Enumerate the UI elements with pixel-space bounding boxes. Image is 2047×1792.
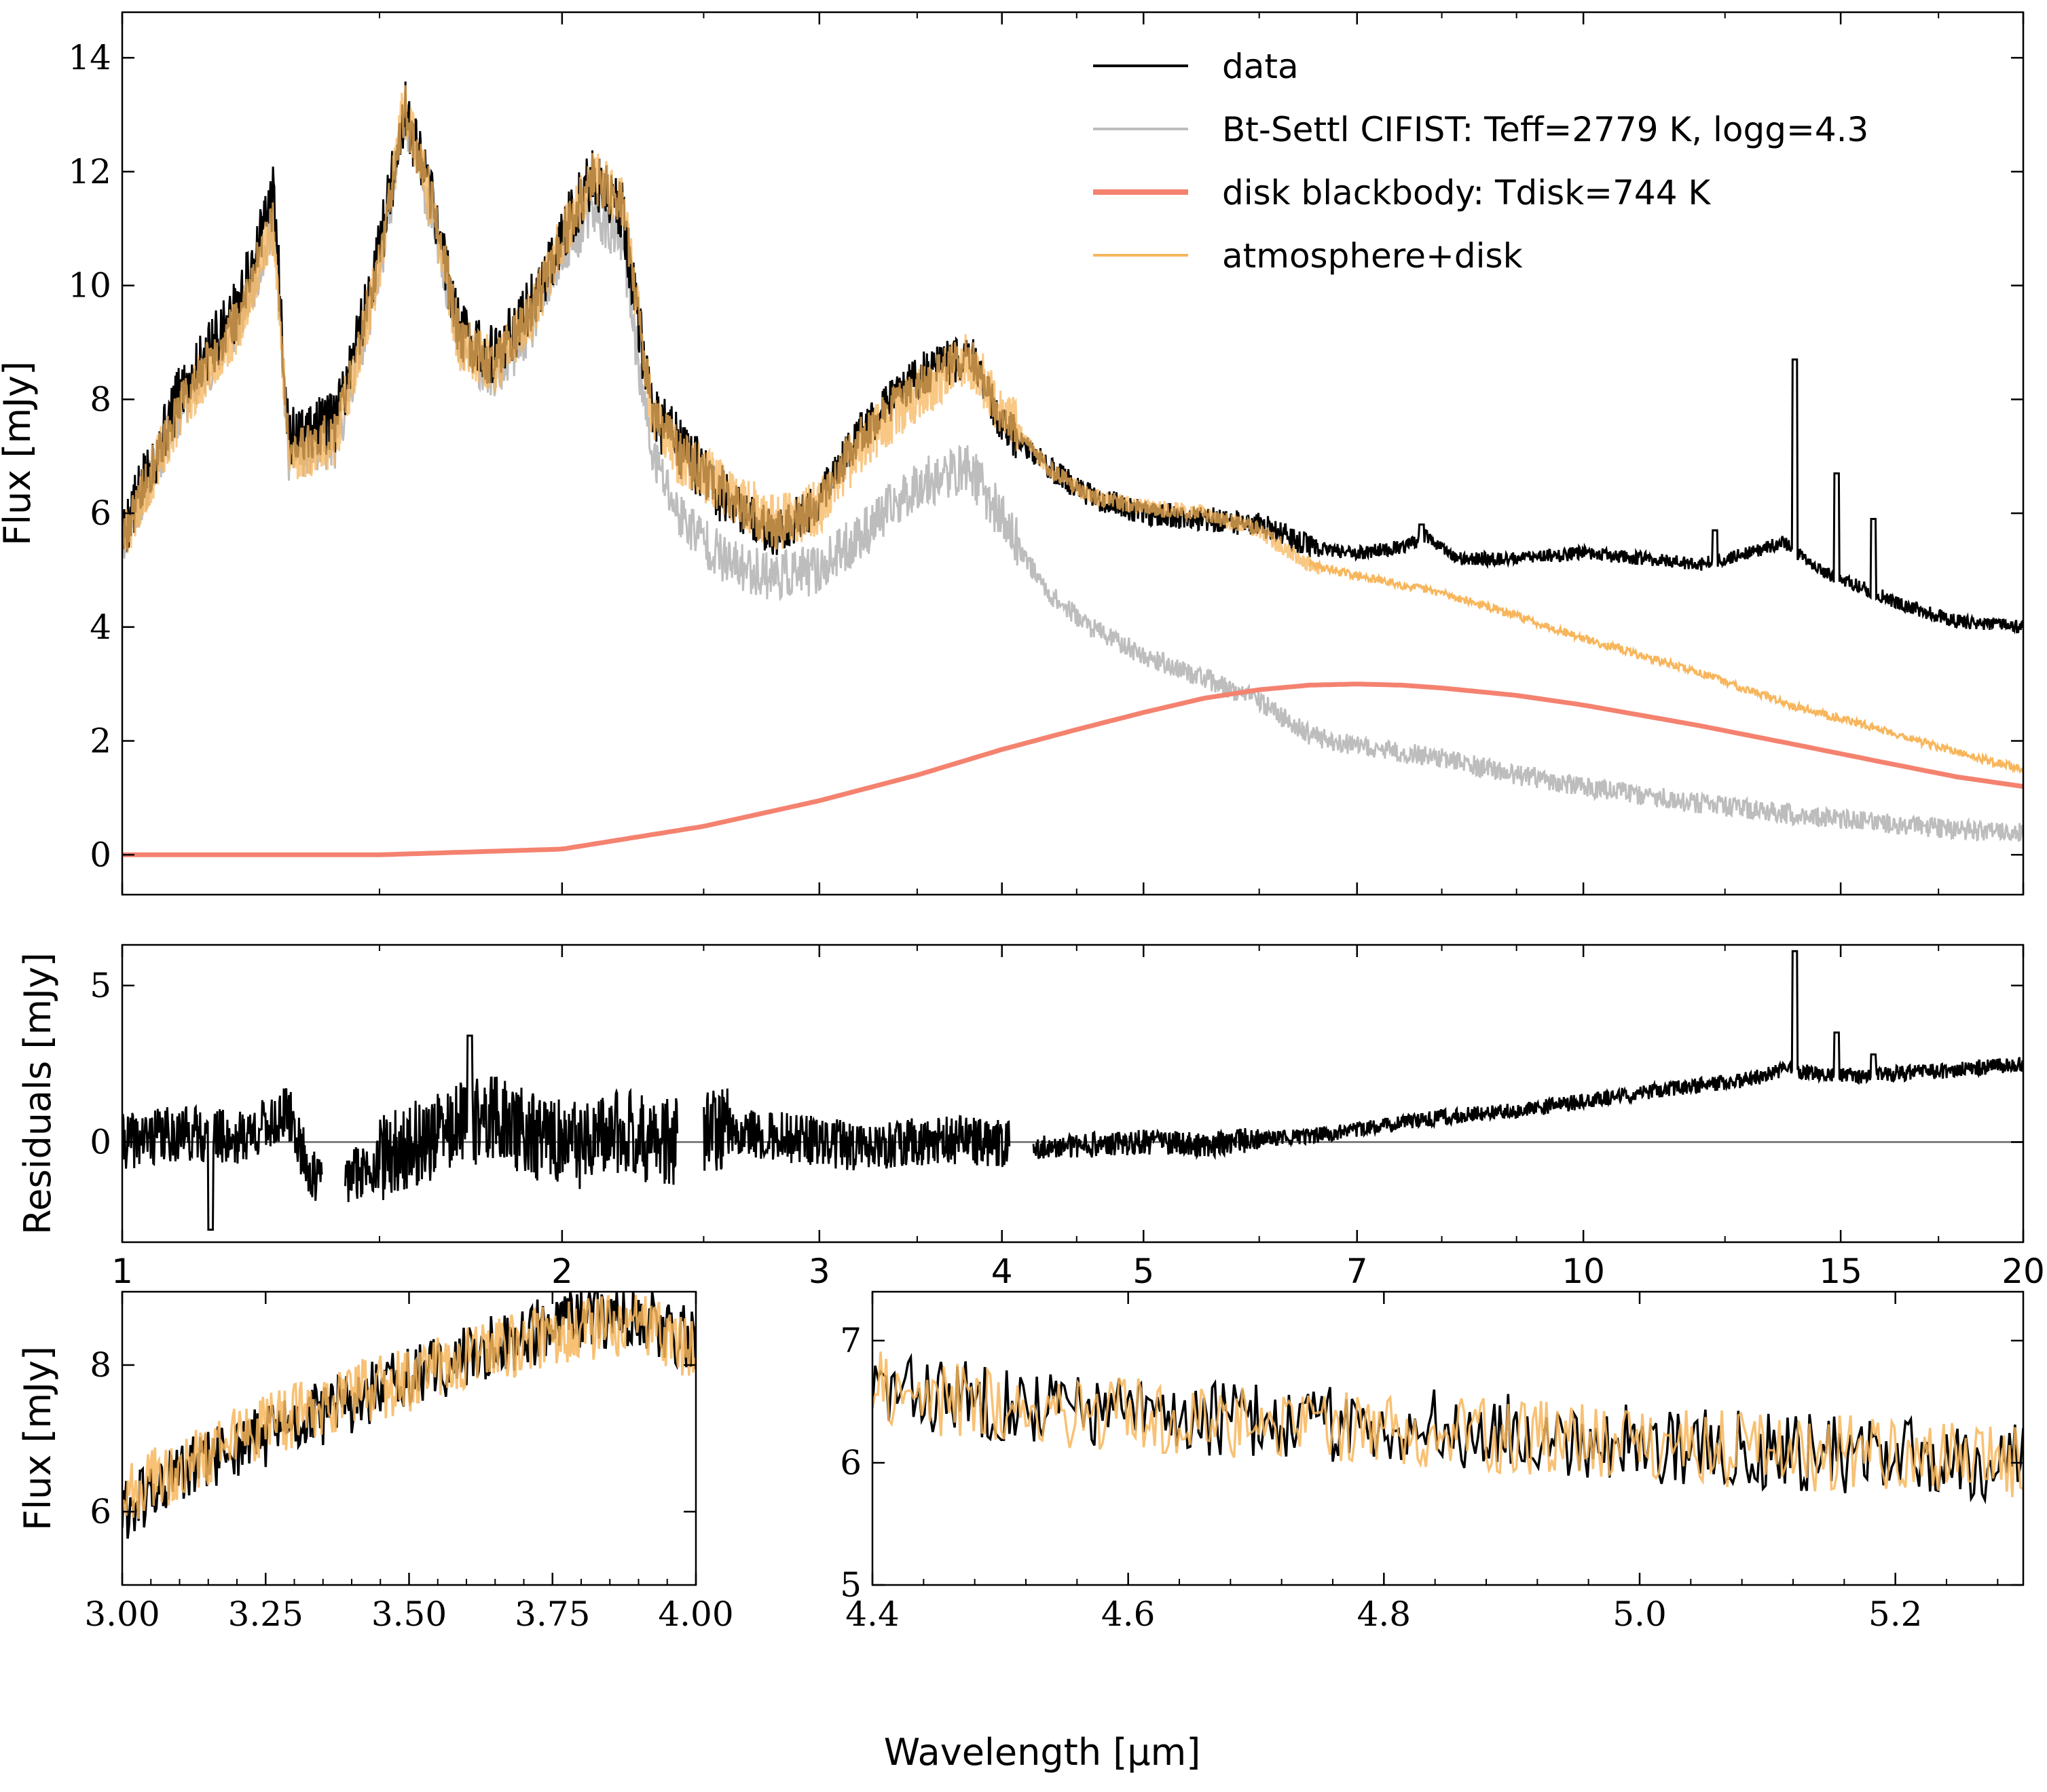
main-ytick-label: 4 bbox=[90, 608, 111, 647]
data-line bbox=[122, 81, 2023, 635]
disk-line bbox=[122, 682, 2023, 857]
main-ytick-label: 12 bbox=[68, 152, 111, 191]
zoom2-xtick-label: 5.0 bbox=[1612, 1594, 1667, 1634]
resid-xtick-label: 20 bbox=[2002, 1252, 2045, 1291]
resid-ytick-label: 5 bbox=[90, 966, 111, 1005]
resid-xtick-label: 7 bbox=[1346, 1252, 1368, 1291]
legend-label-data: data bbox=[1222, 47, 1299, 86]
zoom2-combined-line bbox=[872, 1351, 2023, 1497]
resid-ytick-label: 0 bbox=[90, 1122, 111, 1161]
zoom1-xtick-label: 4.00 bbox=[658, 1594, 733, 1634]
main-ytick-label: 8 bbox=[90, 379, 111, 419]
main-frame bbox=[121, 11, 2025, 896]
legend-label-model: Bt-Settl CIFIST: Teff=2779 K, logg=4.3 bbox=[1222, 110, 1868, 149]
residuals-plot-area bbox=[122, 950, 2023, 1231]
zoom1-ylabel: Flux [mJy] bbox=[16, 1346, 59, 1531]
resid-frame bbox=[121, 944, 2025, 1244]
resid-ylabel: Residuals [mJy] bbox=[16, 952, 59, 1235]
x-axis-title: Wavelength [μm] bbox=[884, 1731, 1201, 1774]
zoom1-xtick-label: 3.75 bbox=[515, 1594, 590, 1634]
zoom2-xtick-label: 5.2 bbox=[1868, 1594, 1923, 1634]
resid-xtick-label: 15 bbox=[1819, 1252, 1862, 1291]
main-ylabel: Flux [mJy] bbox=[0, 361, 39, 546]
zoom1-xtick-label: 3.00 bbox=[84, 1594, 160, 1634]
zoom1-ytick-label: 6 bbox=[90, 1492, 111, 1531]
zoom2-plot-area bbox=[872, 1351, 2023, 1505]
zoom1-plot-area bbox=[122, 1292, 696, 1539]
resid-xtick-label: 4 bbox=[991, 1252, 1013, 1291]
zoom1-xtick-label: 3.50 bbox=[371, 1594, 447, 1634]
resid-xtick-label: 1 bbox=[111, 1252, 133, 1291]
residuals-panel: 0 5 1 2 3 4 5 7 10 15 20 Residuals [mJy] bbox=[16, 944, 2045, 1291]
main-ytick-label: 0 bbox=[90, 835, 111, 874]
zoom-4p4-5p3-panel: 5 6 7 4.4 4.6 4.8 5.0 5.2 bbox=[840, 1290, 2025, 1634]
zoom1-xtick-label: 3.25 bbox=[228, 1594, 303, 1634]
main-ytick-label: 6 bbox=[90, 493, 111, 533]
zoom1-combined-line bbox=[122, 1294, 696, 1519]
zoom-3-4-panel: 6 8 3.00 3.25 3.50 3.75 4.00 Flux [mJy] bbox=[16, 1290, 734, 1634]
combined-line-tail bbox=[1309, 557, 2023, 774]
main-ytick-label: 14 bbox=[68, 38, 111, 77]
zoom2-xtick-label: 4.8 bbox=[1357, 1594, 1412, 1634]
legend-label-combined: atmosphere+disk bbox=[1222, 236, 1523, 276]
zoom2-ytick-label: 7 bbox=[840, 1321, 862, 1360]
main-ytick-label: 10 bbox=[68, 266, 111, 305]
legend-label-disk: disk blackbody: Tdisk=744 K bbox=[1222, 173, 1711, 212]
resid-xtick-label: 2 bbox=[551, 1252, 573, 1291]
zoom1-ytick-label: 8 bbox=[90, 1345, 111, 1385]
zoom2-xtick-label: 4.6 bbox=[1101, 1594, 1156, 1634]
combined-line-noisy bbox=[122, 85, 1321, 575]
residuals-line bbox=[122, 950, 2023, 1231]
zoom2-ytick-label: 6 bbox=[840, 1443, 862, 1482]
zoom2-xtick-label: 4.4 bbox=[845, 1594, 900, 1634]
main-ytick-label: 2 bbox=[90, 722, 111, 761]
legend: data Bt-Settl CIFIST: Teff=2779 K, logg=… bbox=[1093, 47, 1868, 276]
resid-xtick-label: 3 bbox=[809, 1252, 830, 1291]
zoom2-frame bbox=[871, 1290, 2025, 1586]
resid-xtick-label: 10 bbox=[1562, 1252, 1605, 1291]
zoom2-ytick-label: 5 bbox=[840, 1565, 862, 1605]
resid-xtick-label: 5 bbox=[1132, 1252, 1154, 1291]
main-spectrum-panel: 0 2 4 6 8 10 12 14 Flux [mJy] bbox=[0, 11, 2025, 896]
main-plot-area bbox=[122, 81, 2023, 857]
